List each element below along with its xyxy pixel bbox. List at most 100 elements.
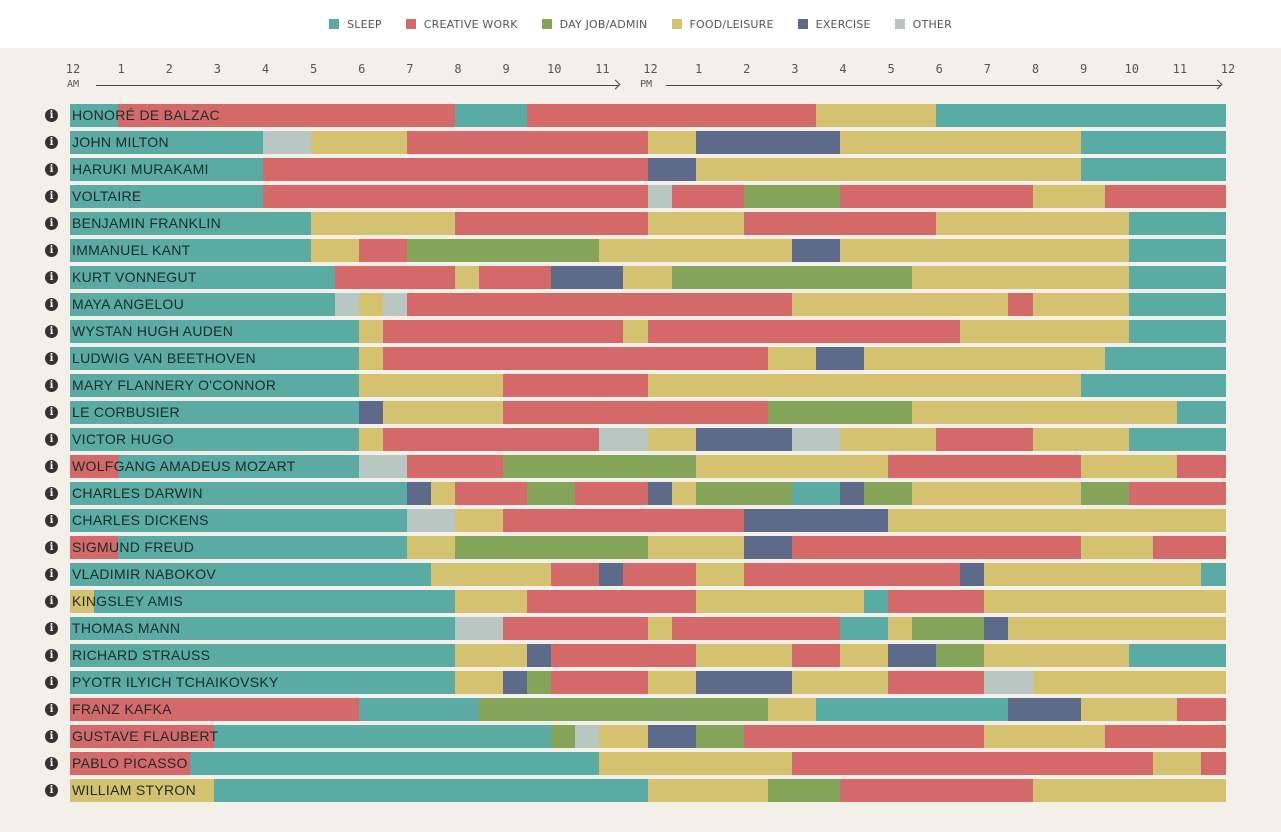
segment-food[interactable] [1032, 428, 1130, 451]
segment-creative[interactable] [1176, 455, 1226, 478]
segment-sleep[interactable] [815, 698, 1009, 721]
info-icon[interactable]: i [45, 271, 58, 284]
segment-food[interactable] [1080, 455, 1178, 478]
info-icon[interactable]: i [45, 622, 58, 635]
segment-food[interactable] [671, 482, 697, 505]
segment-food[interactable] [70, 779, 215, 802]
segment-sleep[interactable] [1200, 563, 1226, 586]
segment-food[interactable] [815, 104, 937, 127]
info-icon[interactable]: i [45, 514, 58, 527]
schedule-bar[interactable] [70, 158, 1226, 181]
schedule-bar[interactable] [70, 509, 1226, 532]
segment-food[interactable] [455, 671, 504, 694]
segment-creative[interactable] [936, 428, 1033, 451]
segment-food[interactable] [695, 563, 745, 586]
segment-sleep[interactable] [840, 617, 889, 640]
segment-exercise[interactable] [695, 428, 793, 451]
segment-creative[interactable] [382, 428, 600, 451]
segment-food[interactable] [984, 644, 1130, 667]
segment-exercise[interactable] [888, 644, 937, 667]
segment-exercise[interactable] [1008, 698, 1082, 721]
segment-food[interactable] [840, 239, 1130, 262]
segment-creative[interactable] [70, 752, 191, 775]
segment-dayjob[interactable] [936, 644, 985, 667]
segment-creative[interactable] [70, 455, 119, 478]
segment-other[interactable] [791, 428, 841, 451]
info-icon[interactable]: i [45, 433, 58, 446]
segment-dayjob[interactable] [743, 185, 841, 208]
segment-food[interactable] [791, 671, 889, 694]
info-icon[interactable]: i [45, 460, 58, 473]
segment-creative[interactable] [406, 131, 648, 154]
segment-creative[interactable] [1152, 536, 1226, 559]
segment-food[interactable] [984, 563, 1202, 586]
segment-sleep[interactable] [1128, 644, 1226, 667]
segment-sleep[interactable] [70, 428, 360, 451]
legend-item-exercise[interactable]: EXERCISE [797, 18, 871, 31]
schedule-bar[interactable] [70, 563, 1226, 586]
segment-dayjob[interactable] [406, 239, 600, 262]
segment-sleep[interactable] [1176, 401, 1226, 424]
segment-sleep[interactable] [1128, 239, 1226, 262]
segment-creative[interactable] [1104, 725, 1226, 748]
segment-exercise[interactable] [743, 509, 889, 532]
segment-other[interactable] [599, 428, 648, 451]
segment-creative[interactable] [840, 185, 1033, 208]
segment-dayjob[interactable] [695, 725, 745, 748]
segment-food[interactable] [1032, 779, 1226, 802]
schedule-bar[interactable] [70, 455, 1226, 478]
segment-creative[interactable] [358, 239, 408, 262]
segment-other[interactable] [647, 185, 673, 208]
schedule-bar[interactable] [70, 185, 1226, 208]
schedule-bar[interactable] [70, 617, 1226, 640]
segment-sleep[interactable] [70, 617, 456, 640]
segment-creative[interactable] [503, 374, 648, 397]
segment-exercise[interactable] [599, 563, 624, 586]
segment-exercise[interactable] [503, 671, 528, 694]
segment-food[interactable] [455, 509, 504, 532]
segment-exercise[interactable] [358, 401, 384, 424]
segment-food[interactable] [695, 158, 1082, 181]
segment-other[interactable] [575, 725, 600, 748]
segment-exercise[interactable] [647, 725, 697, 748]
legend-item-sleep[interactable]: SLEEP [329, 18, 382, 31]
segment-sleep[interactable] [70, 671, 456, 694]
segment-creative[interactable] [1200, 752, 1226, 775]
segment-sleep[interactable] [70, 509, 408, 532]
segment-exercise[interactable] [815, 347, 865, 370]
schedule-bar[interactable] [70, 347, 1226, 370]
segment-dayjob[interactable] [912, 617, 985, 640]
info-icon[interactable]: i [45, 379, 58, 392]
segment-exercise[interactable] [695, 131, 841, 154]
segment-food[interactable] [430, 563, 552, 586]
segment-food[interactable] [840, 428, 937, 451]
segment-food[interactable] [888, 509, 1226, 532]
segment-exercise[interactable] [647, 482, 673, 505]
segment-food[interactable] [695, 455, 889, 478]
segment-dayjob[interactable] [864, 482, 913, 505]
schedule-bar[interactable] [70, 104, 1226, 127]
segment-creative[interactable] [70, 725, 215, 748]
segment-exercise[interactable] [840, 482, 865, 505]
segment-creative[interactable] [575, 482, 648, 505]
segment-creative[interactable] [503, 617, 648, 640]
segment-creative[interactable] [527, 104, 817, 127]
segment-sleep[interactable] [70, 212, 312, 235]
segment-food[interactable] [1080, 536, 1154, 559]
segment-food[interactable] [358, 374, 504, 397]
schedule-bar[interactable] [70, 239, 1226, 262]
segment-sleep[interactable] [1080, 374, 1226, 397]
segment-other[interactable] [382, 293, 408, 316]
segment-sleep[interactable] [1080, 158, 1226, 181]
segment-dayjob[interactable] [1080, 482, 1130, 505]
segment-food[interactable] [599, 725, 648, 748]
segment-food[interactable] [912, 266, 1130, 289]
schedule-bar[interactable] [70, 374, 1226, 397]
segment-sleep[interactable] [70, 644, 456, 667]
segment-exercise[interactable] [695, 671, 793, 694]
segment-creative[interactable] [479, 266, 552, 289]
schedule-bar[interactable] [70, 590, 1226, 613]
schedule-bar[interactable] [70, 131, 1226, 154]
segment-exercise[interactable] [647, 158, 697, 181]
info-icon[interactable]: i [45, 109, 58, 122]
